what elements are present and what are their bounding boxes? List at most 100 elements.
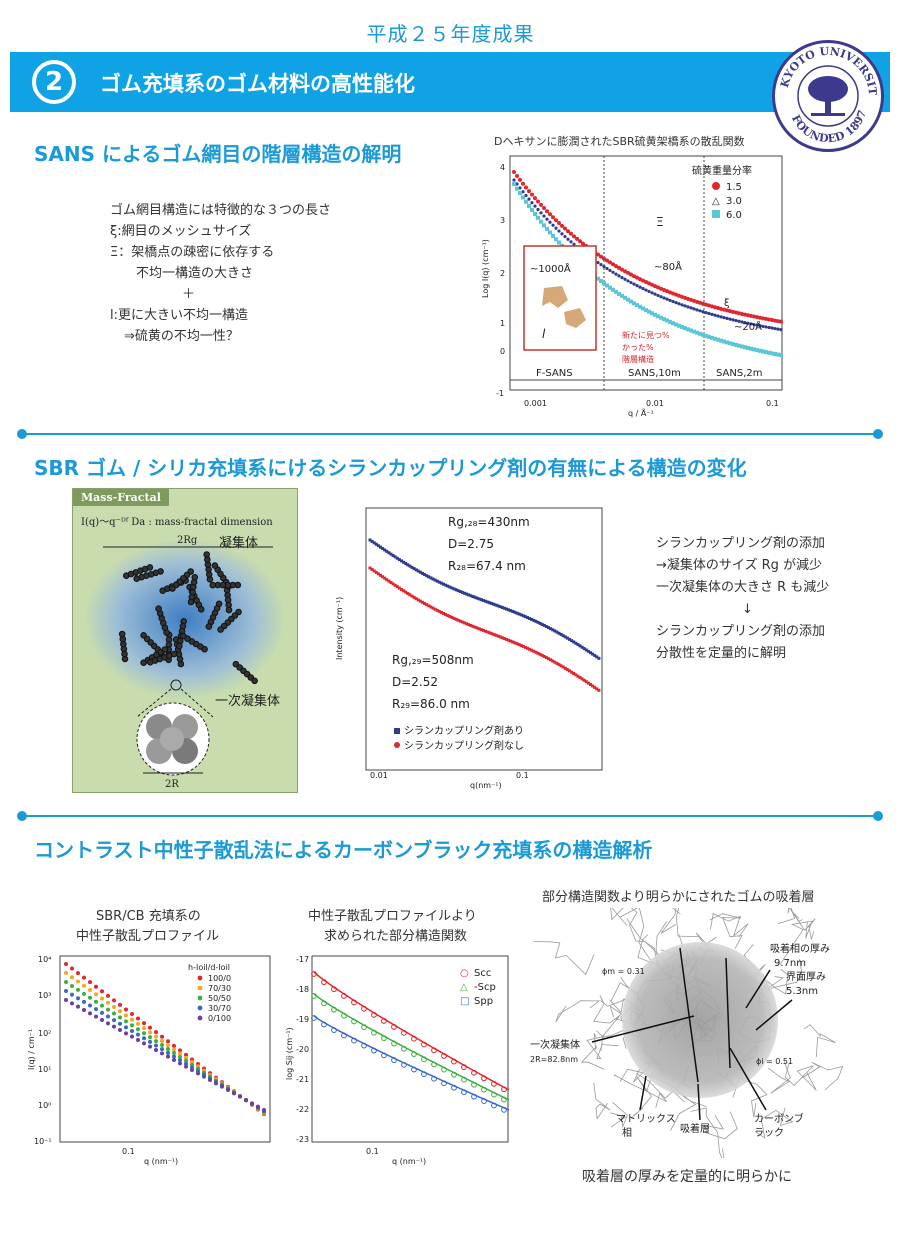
polymer-chain xyxy=(586,1035,619,1059)
silica-point xyxy=(561,665,565,669)
sans-point xyxy=(710,312,714,316)
svg-text:3: 3 xyxy=(500,216,505,225)
sans-point xyxy=(743,345,747,350)
fig1-point xyxy=(94,1014,98,1019)
silica-point xyxy=(540,653,544,657)
sans-point xyxy=(704,333,708,338)
sans-point xyxy=(692,298,696,303)
adsorb-thick-label: 吸着相の厚み xyxy=(770,942,830,955)
fractal-bead xyxy=(225,606,233,614)
sans-point xyxy=(761,316,765,321)
fig1-point xyxy=(238,1094,242,1099)
silica-point xyxy=(542,654,546,658)
fig2-caption: 求められた部分構造関数 xyxy=(324,929,468,944)
silica-point xyxy=(574,641,578,645)
fig1-point xyxy=(100,1010,104,1015)
silica-point xyxy=(374,542,378,546)
polymer-chain xyxy=(784,1062,817,1091)
sans-point xyxy=(692,307,696,311)
silica-point xyxy=(370,567,374,571)
sans-point xyxy=(719,338,723,343)
fig1-point xyxy=(82,1008,86,1012)
fig1-point xyxy=(154,1030,158,1035)
silica-point xyxy=(515,642,519,646)
annot-xi: ξ xyxy=(724,298,730,309)
silica-point xyxy=(400,559,403,563)
silica-point xyxy=(574,673,578,677)
polymer-chain xyxy=(593,995,623,1024)
sans-point xyxy=(671,291,675,296)
fig1-point xyxy=(124,1019,128,1024)
sans-point xyxy=(638,277,642,282)
silica-point xyxy=(450,615,454,619)
sans-point xyxy=(719,315,723,319)
interface-label: 界面厚み xyxy=(786,971,826,983)
sans-point xyxy=(581,241,585,246)
region-label: F-SANS xyxy=(536,368,573,379)
fig1-point xyxy=(70,983,74,988)
sans-point xyxy=(563,226,567,231)
fig1-point xyxy=(136,1032,140,1037)
adsorbed-layer-figure: ϕm = 0.31 ϕi = 0.51 吸着相の厚み 9.7nm 界面厚み 5.… xyxy=(530,908,870,1158)
silica-point xyxy=(475,596,479,600)
fig1-point xyxy=(106,1007,110,1012)
region-label: SANS,2m xyxy=(716,368,762,379)
silica-point xyxy=(469,594,473,598)
silica-point xyxy=(538,621,542,625)
sans-point xyxy=(773,351,777,356)
sans-point xyxy=(647,281,651,286)
sans-point xyxy=(554,237,558,242)
sans-point xyxy=(773,318,777,323)
sans-point xyxy=(698,309,702,313)
annot-l: l xyxy=(542,327,546,341)
sans-point xyxy=(764,316,768,321)
fig1-legend-marker xyxy=(197,975,203,981)
fig1-point xyxy=(160,1043,164,1048)
sans-point xyxy=(551,215,555,220)
silica-point xyxy=(431,606,435,610)
silica-point xyxy=(429,576,433,580)
silica-point xyxy=(381,575,385,579)
polymer-chain xyxy=(802,1061,844,1091)
sans-point xyxy=(671,321,675,326)
sans-ylabel: Log I(q) (cm⁻¹) xyxy=(481,239,490,298)
silica-point xyxy=(389,581,393,585)
svg-text:○: ○ xyxy=(460,968,469,979)
fig1-point xyxy=(82,975,86,980)
svg-text:-22: -22 xyxy=(296,1105,309,1114)
sans-point xyxy=(776,352,780,357)
fig1-point xyxy=(100,989,104,994)
sans-point xyxy=(761,324,765,328)
silica-point xyxy=(521,644,525,648)
sans-point xyxy=(653,284,657,289)
silica-point xyxy=(570,670,574,674)
fig1-caption: SBR/CB 充填系の xyxy=(96,909,201,924)
sans-point xyxy=(710,304,714,309)
sans-point xyxy=(527,197,531,201)
sans-point xyxy=(515,182,519,186)
silica-point xyxy=(376,572,380,576)
fig1-point xyxy=(88,995,92,1000)
silica-point xyxy=(435,579,439,583)
fig1-point xyxy=(142,1031,146,1036)
silica-point xyxy=(530,617,534,621)
fig1-point xyxy=(196,1071,200,1076)
silica-point xyxy=(559,664,563,668)
polymer-chain xyxy=(555,1000,601,1023)
fig1-point xyxy=(88,987,92,992)
silica-point xyxy=(509,609,513,613)
polymer-chain xyxy=(766,959,803,990)
silica-point xyxy=(481,598,485,602)
silica-point xyxy=(414,597,418,601)
polymer-chain xyxy=(709,913,743,950)
silica-point xyxy=(425,574,429,578)
silica-point xyxy=(528,616,532,620)
fig1-point xyxy=(118,1021,122,1026)
sans-point xyxy=(662,317,666,322)
fig1-point xyxy=(64,971,68,975)
silica-point xyxy=(559,632,563,636)
silica-point xyxy=(454,617,458,621)
silica-point xyxy=(534,650,538,654)
sans-point xyxy=(515,174,519,179)
sans-point xyxy=(599,254,603,259)
